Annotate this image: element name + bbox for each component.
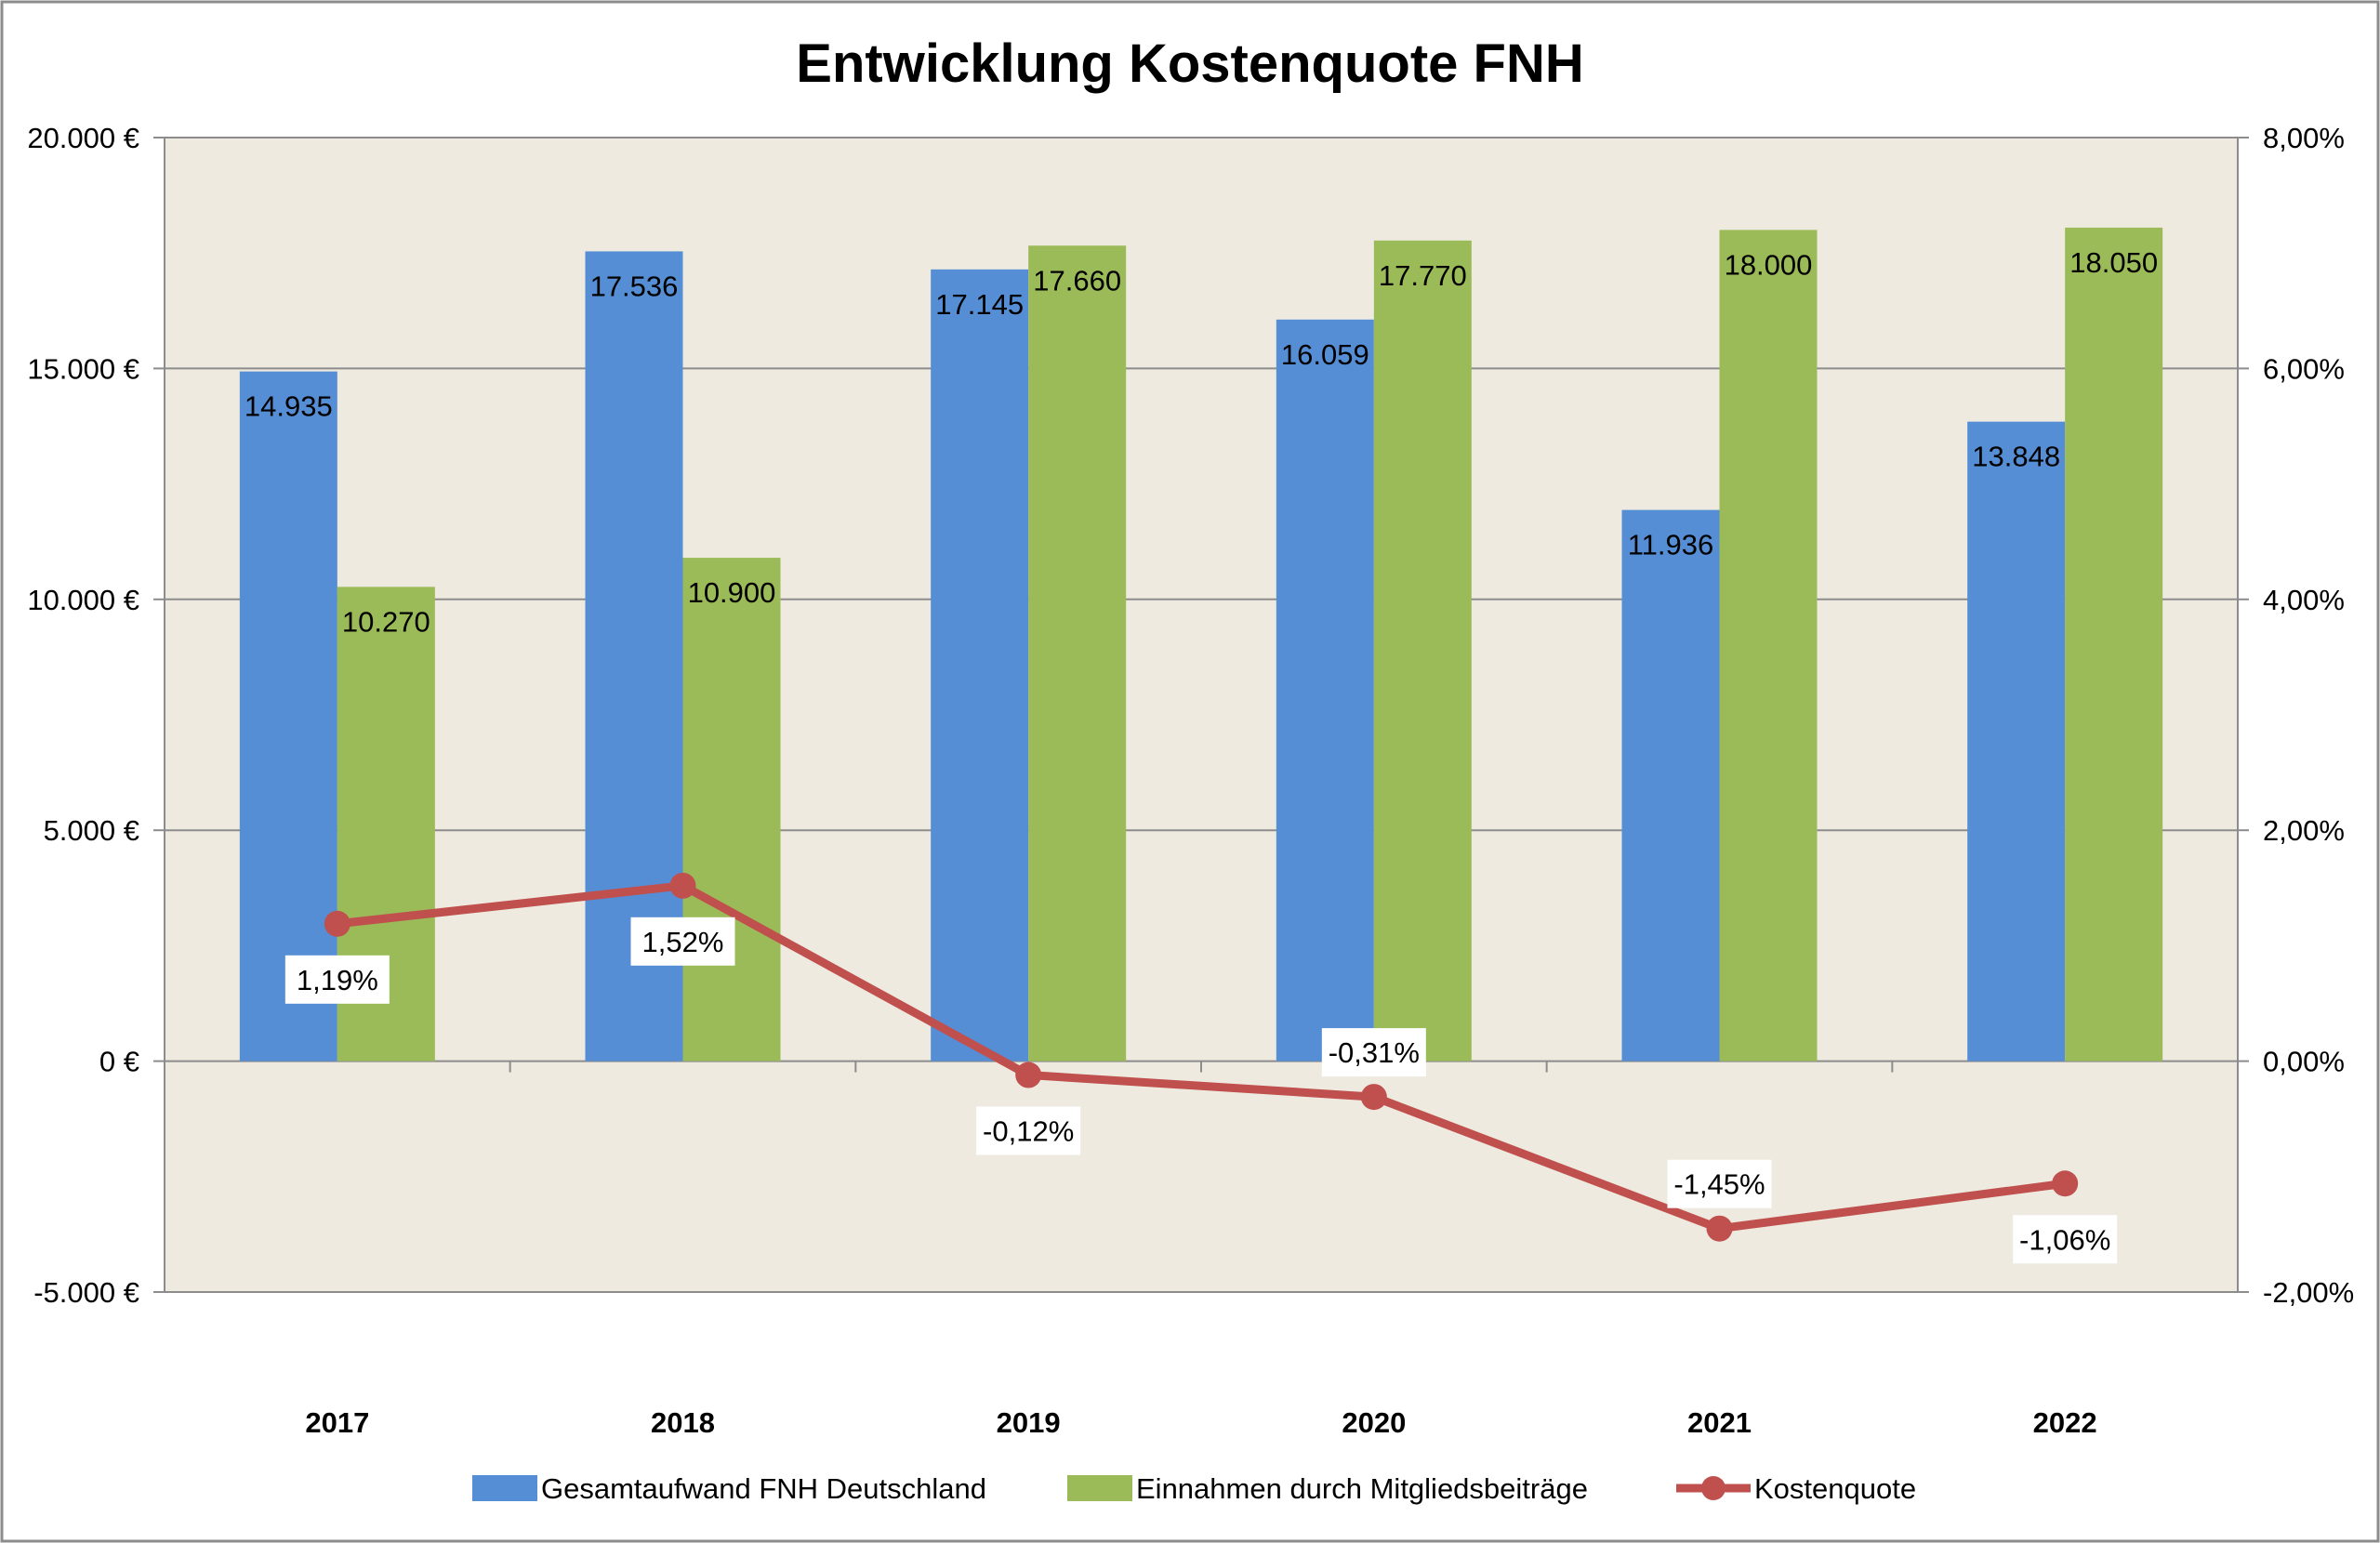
bar-value-label: 11.936 bbox=[1628, 529, 1714, 561]
bar-value-label: 13.848 bbox=[1972, 441, 2060, 473]
bar bbox=[1373, 240, 1472, 1062]
y-right-tick-label: -2,00% bbox=[2263, 1276, 2354, 1309]
legend-label: Einnahmen durch Mitgliedsbeiträge bbox=[1136, 1472, 1588, 1505]
x-category-label: 2020 bbox=[1342, 1406, 1406, 1439]
kostenquote-label-box bbox=[284, 955, 390, 1004]
legend-label: Gesamtaufwand FNH Deutschland bbox=[541, 1472, 986, 1505]
x-category-label: 2018 bbox=[651, 1406, 715, 1439]
kostenquote-point bbox=[1360, 1084, 1387, 1111]
kostenquote-value-label: -0,12% bbox=[983, 1115, 1074, 1148]
bar-value-label: 17.536 bbox=[590, 270, 679, 302]
kostenquote-value-label: -1,45% bbox=[1673, 1168, 1765, 1201]
x-category-label: 2022 bbox=[2033, 1406, 2097, 1439]
bar-value-label: 14.935 bbox=[245, 390, 333, 423]
legend-swatch bbox=[1067, 1475, 1132, 1501]
axes: 20.000 € 15.000 € 10.000 € 5.000 € 0 € -5.000… bbox=[27, 122, 2354, 1439]
kostenquote-point bbox=[669, 872, 696, 899]
kostenquote-point bbox=[1706, 1215, 1733, 1242]
kostenquote-label-box bbox=[976, 1106, 1081, 1155]
kostenquote-point bbox=[324, 910, 350, 937]
kostenquote-label-box bbox=[1321, 1028, 1426, 1077]
data-labels: 14.935 17.536 17.145 16.059 11.936 13.848 10.2… bbox=[245, 246, 2158, 1264]
kostenquote-line bbox=[324, 872, 2079, 1242]
bar-value-label: 17.660 bbox=[1033, 264, 1121, 297]
legend-swatch bbox=[472, 1475, 537, 1501]
y-left-tick-label: 20.000 € bbox=[27, 122, 139, 154]
kostenquote-label-box bbox=[1667, 1159, 1772, 1208]
plot-area bbox=[165, 138, 2238, 1292]
kostenquote-line-path bbox=[337, 881, 2066, 1233]
bar bbox=[1719, 230, 1818, 1062]
y-right-tick-label: 2,00% bbox=[2263, 814, 2345, 847]
bar bbox=[1028, 245, 1127, 1062]
kostenquote-point bbox=[2052, 1170, 2079, 1197]
x-category-label: 2017 bbox=[305, 1406, 369, 1439]
bar-value-label: 17.145 bbox=[935, 288, 1024, 321]
chart-title: Entwicklung Kostenquote FNH bbox=[796, 33, 1583, 94]
kostenquote-point bbox=[1015, 1062, 1042, 1088]
kostenquote-label-box bbox=[630, 917, 735, 966]
kostenquote-value-label: 1,19% bbox=[297, 964, 378, 996]
bar-value-label: 17.770 bbox=[1379, 259, 1467, 292]
bar bbox=[1967, 421, 2066, 1062]
y-right-tick-label: 6,00% bbox=[2263, 352, 2345, 385]
legend: Gesamtaufwand FNH Deutschland Einnahmen d… bbox=[472, 1472, 1916, 1505]
bars bbox=[239, 227, 2163, 1062]
y-left-tick-label: -5.000 € bbox=[33, 1276, 139, 1309]
x-category-label: 2019 bbox=[997, 1406, 1061, 1439]
bar-value-label: 16.059 bbox=[1281, 338, 1369, 371]
x-category-label: 2021 bbox=[1687, 1406, 1752, 1439]
kostenquote-value-label: -0,31% bbox=[1329, 1036, 1420, 1069]
y-left-tick-label: 0 € bbox=[99, 1046, 139, 1078]
bar bbox=[2065, 227, 2163, 1062]
y-left-tick-label: 15.000 € bbox=[27, 352, 139, 385]
bar bbox=[1621, 509, 1720, 1062]
y-right-tick-label: 4,00% bbox=[2263, 584, 2345, 616]
bar-value-label: 10.900 bbox=[688, 576, 776, 609]
plot-frame bbox=[164, 137, 2239, 1293]
kostenquote-value-label: -1,06% bbox=[2019, 1223, 2110, 1256]
y-left-tick-label: 10.000 € bbox=[27, 584, 139, 616]
bar bbox=[931, 269, 1029, 1062]
bar bbox=[239, 371, 337, 1062]
y-right-tick-label: 0,00% bbox=[2263, 1046, 2345, 1078]
y-right-tick-label: 8,00% bbox=[2263, 122, 2345, 154]
legend-label: Kostenquote bbox=[1754, 1472, 1916, 1505]
legend-marker bbox=[1701, 1476, 1726, 1500]
kostenquote-label-box bbox=[2013, 1215, 2118, 1264]
kostenquote-value-label: 1,52% bbox=[642, 926, 724, 958]
bar-value-label: 18.050 bbox=[2069, 246, 2158, 279]
bar-value-label: 18.000 bbox=[1725, 248, 1813, 281]
y-left-tick-label: 5.000 € bbox=[44, 814, 139, 847]
bar bbox=[1276, 319, 1374, 1062]
bar-value-label: 10.270 bbox=[342, 605, 430, 638]
bar bbox=[682, 558, 781, 1062]
